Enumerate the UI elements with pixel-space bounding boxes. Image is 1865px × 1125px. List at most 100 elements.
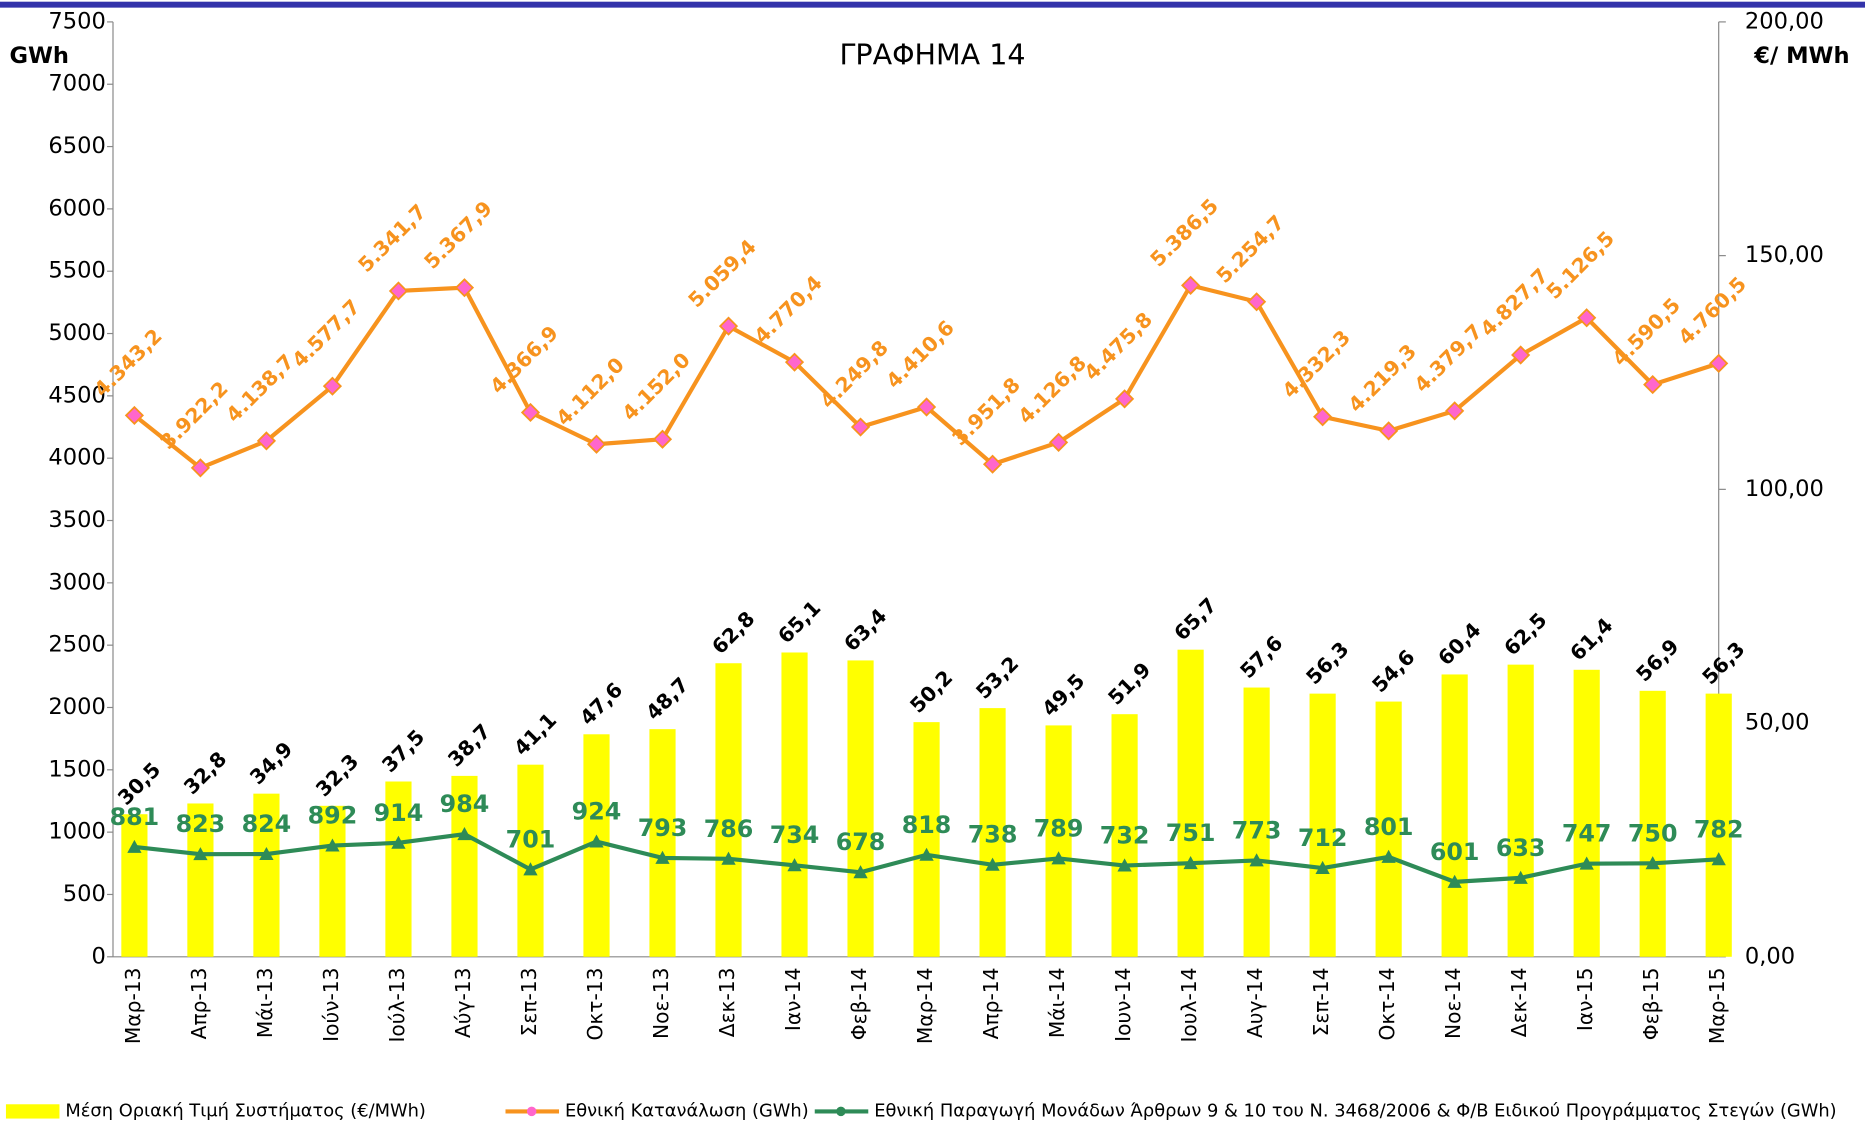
line-value-label: 751 bbox=[1166, 819, 1216, 847]
x-tick-label: Ιούν-13 bbox=[319, 967, 343, 1041]
bar-value-label: 49,5 bbox=[1037, 669, 1089, 721]
line-value-label: 4.152,0 bbox=[617, 348, 695, 426]
line-value-label: 4.112,0 bbox=[551, 353, 629, 431]
marker bbox=[1643, 374, 1663, 395]
bar-value-label: 50,2 bbox=[905, 665, 957, 717]
legend-label: Μέση Οριακή Τιμή Συστήματος (€/MWh) bbox=[65, 1100, 425, 1121]
bar bbox=[715, 663, 742, 957]
bar-value-label: 56,3 bbox=[1697, 637, 1749, 689]
y2-axis-label: €/ MWh bbox=[1753, 43, 1849, 69]
bar-value-label: 51,9 bbox=[1103, 657, 1155, 709]
bar bbox=[1441, 674, 1468, 957]
line bbox=[133, 282, 1720, 471]
line-value-label: 732 bbox=[1100, 822, 1150, 850]
line-value-label: 4.332,3 bbox=[1277, 325, 1355, 403]
bar-value-label: 41,1 bbox=[509, 708, 561, 760]
x-tick-label: Ιούλ-13 bbox=[385, 967, 409, 1042]
bar bbox=[253, 793, 280, 957]
marker bbox=[1711, 852, 1726, 866]
bar-value-label: 37,5 bbox=[377, 725, 429, 777]
marker bbox=[787, 858, 802, 872]
y-tick-label: 6000 bbox=[48, 195, 105, 221]
line-value-label: 633 bbox=[1496, 834, 1546, 862]
marker bbox=[721, 851, 736, 865]
marker bbox=[1181, 275, 1201, 295]
bar-value-label: 53,2 bbox=[971, 651, 1023, 703]
line-value-label: 892 bbox=[308, 802, 358, 830]
line-value-label: 786 bbox=[704, 815, 754, 843]
marker bbox=[1048, 432, 1069, 452]
marker bbox=[784, 352, 805, 372]
y-tick-label: 0 bbox=[91, 943, 105, 969]
y-tick-label: 1500 bbox=[48, 756, 105, 782]
bar-value-label: 56,9 bbox=[1631, 634, 1683, 686]
marker bbox=[322, 376, 343, 396]
bar bbox=[121, 814, 148, 957]
x-tick-label: Νοε-14 bbox=[1441, 967, 1465, 1038]
y2-tick-label: 0,00 bbox=[1745, 943, 1795, 969]
bar bbox=[1375, 701, 1402, 957]
marker bbox=[124, 405, 144, 425]
x-tick-label: Ιουλ-14 bbox=[1177, 967, 1201, 1042]
x-tick-label: Μαρ-15 bbox=[1705, 967, 1729, 1044]
marker bbox=[1313, 407, 1333, 427]
line-value-label: 712 bbox=[1298, 824, 1348, 852]
x-tick-label: Μαρ-14 bbox=[913, 967, 937, 1044]
y2-tick-label: 100,00 bbox=[1745, 476, 1824, 502]
y-tick-label: 7000 bbox=[48, 71, 105, 97]
chart-title: ΓΡΑΦΗΜΑ 14 bbox=[839, 38, 1025, 71]
bar bbox=[979, 708, 1006, 957]
bar bbox=[1705, 693, 1732, 957]
legend-label: Εθνική Κατανάλωση (GWh) bbox=[565, 1100, 809, 1121]
top-bar bbox=[0, 1, 1865, 8]
x-tick-label: Απρ-13 bbox=[187, 967, 211, 1039]
line-value-label: 5.126,5 bbox=[1541, 226, 1619, 304]
x-tick-label: Οκτ-14 bbox=[1375, 967, 1399, 1040]
marker bbox=[1183, 856, 1198, 870]
marker bbox=[1447, 874, 1462, 888]
marker bbox=[1511, 345, 1531, 365]
line-value-label: 738 bbox=[968, 821, 1018, 849]
y-tick-label: 1000 bbox=[48, 819, 105, 845]
marker bbox=[388, 281, 409, 301]
line-value-label: 4.577,7 bbox=[287, 295, 365, 373]
line-value-label: 4.410,6 bbox=[881, 315, 959, 393]
x-tick-label: Φεβ-14 bbox=[847, 967, 871, 1040]
marker bbox=[1051, 851, 1066, 865]
marker bbox=[919, 847, 934, 861]
y-tick-label: 500 bbox=[63, 881, 106, 907]
line-value-label: 823 bbox=[176, 810, 226, 838]
line-value-label: 5.386,5 bbox=[1145, 194, 1223, 272]
line-value-label: 924 bbox=[572, 798, 622, 826]
y-tick-label: 5000 bbox=[48, 320, 105, 346]
y-tick-label: 7500 bbox=[48, 8, 105, 34]
line-value-label: 4.249,8 bbox=[815, 335, 893, 413]
marker bbox=[589, 834, 604, 848]
x-tick-label: Νοε-13 bbox=[649, 967, 673, 1038]
bar-value-label: 56,3 bbox=[1301, 637, 1353, 689]
x-tick-label: Μάι-13 bbox=[253, 967, 277, 1038]
marker bbox=[1379, 421, 1399, 441]
bar-value-label: 62,5 bbox=[1499, 608, 1551, 660]
y-tick-label: 5500 bbox=[48, 258, 105, 284]
legend-marker bbox=[836, 1106, 846, 1117]
marker bbox=[985, 857, 1000, 871]
marker bbox=[1513, 870, 1528, 884]
line-value-label: 4.760,5 bbox=[1673, 272, 1751, 350]
line-value-label: 782 bbox=[1694, 815, 1744, 843]
line-value-label: 4.366,9 bbox=[485, 321, 563, 399]
marker bbox=[1115, 389, 1135, 409]
marker bbox=[982, 454, 1003, 474]
marker bbox=[1709, 353, 1729, 373]
y-tick-label: 4500 bbox=[48, 382, 105, 408]
bar-value-label: 62,8 bbox=[707, 607, 759, 659]
bar bbox=[781, 652, 808, 957]
line-value-label: 793 bbox=[638, 814, 688, 842]
bar-value-label: 47,6 bbox=[575, 678, 627, 730]
bar-value-label: 38,7 bbox=[443, 719, 495, 771]
line-value-label: 5.059,4 bbox=[683, 235, 761, 313]
line-value-label: 801 bbox=[1364, 813, 1414, 841]
bar bbox=[451, 775, 478, 957]
bar-value-label: 61,4 bbox=[1565, 613, 1617, 665]
bar bbox=[1507, 664, 1534, 957]
